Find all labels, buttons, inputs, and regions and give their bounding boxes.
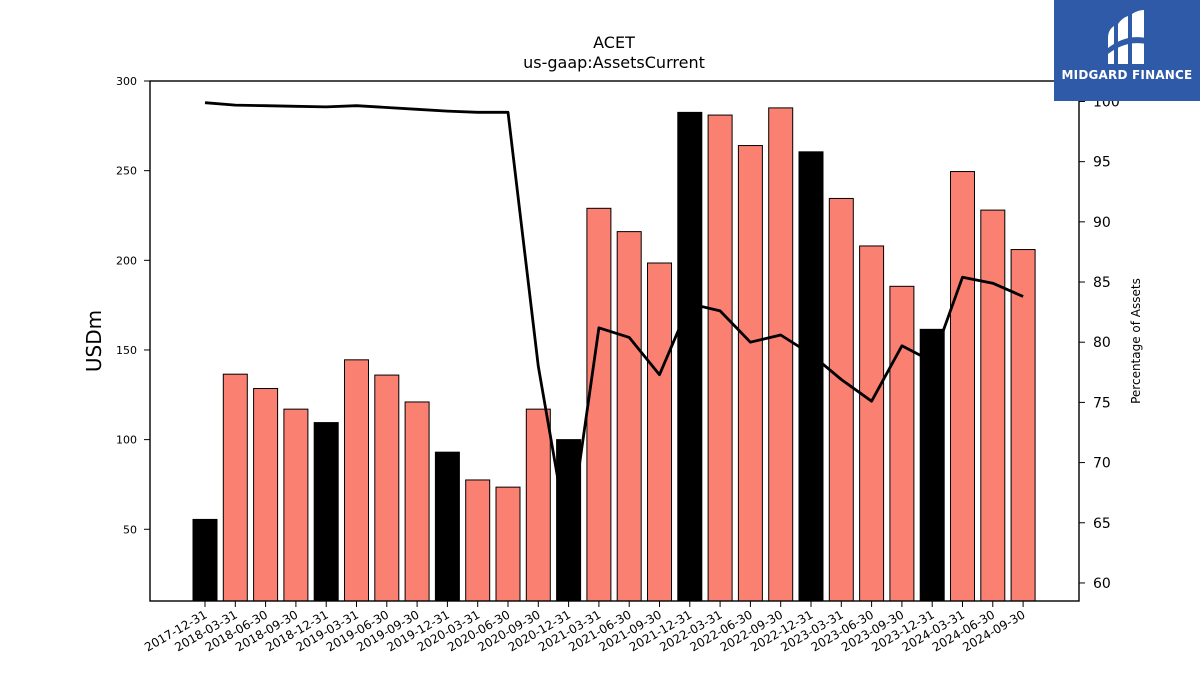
y-tick-label: 300 — [116, 75, 137, 88]
chart-title: ACET — [593, 33, 635, 52]
bar — [919, 328, 945, 602]
bar — [828, 197, 854, 602]
logo-text: MIDGARD FINANCE — [1061, 68, 1193, 82]
bar — [647, 262, 672, 602]
y2-tick-label: 60 — [1093, 576, 1111, 592]
midgard-finance-logo: MIDGARD FINANCE — [1054, 0, 1200, 101]
bar — [556, 439, 582, 602]
y-tick-label: 200 — [116, 254, 137, 267]
bar — [768, 107, 794, 602]
plot-frame — [149, 80, 1080, 602]
bar — [737, 145, 763, 602]
y2-tick-label: 75 — [1093, 395, 1111, 411]
y-tick-label: 150 — [116, 344, 137, 357]
bar — [859, 245, 885, 602]
chart-subtitle: us-gaap:AssetsCurrent — [523, 53, 705, 72]
y2-tick-label: 95 — [1093, 155, 1111, 171]
y2-tick-label: 90 — [1093, 215, 1111, 231]
bar — [253, 388, 279, 602]
bar — [344, 359, 369, 602]
bar — [222, 373, 248, 602]
y-axis-left: 50 100 150 200 250 300 — [116, 75, 150, 536]
y-tick-label: 250 — [116, 165, 137, 178]
midgard-logo-icon — [1108, 10, 1146, 64]
bar — [798, 151, 824, 602]
bar — [495, 486, 521, 602]
x-axis: 2017-12-312018-03-312018-06-302018-09-30… — [142, 601, 1028, 654]
bar — [313, 422, 339, 602]
bar — [980, 209, 1006, 602]
bar — [192, 518, 218, 602]
bar — [465, 479, 491, 602]
percentage-line — [204, 101, 1024, 543]
y2-tick-label: 70 — [1093, 456, 1111, 472]
bar — [707, 114, 733, 602]
bar — [616, 231, 642, 602]
bar — [404, 401, 430, 602]
bar — [1010, 249, 1036, 602]
y2-tick-label: 80 — [1093, 335, 1111, 351]
bars — [192, 107, 1036, 602]
bar — [889, 285, 915, 602]
y2-axis-label: Percentage of Assets — [1129, 278, 1143, 404]
bar — [434, 451, 460, 602]
bar — [525, 408, 551, 602]
bar — [950, 171, 975, 602]
bar — [586, 207, 612, 602]
y-axis-label: USDm — [82, 310, 106, 372]
bar — [283, 408, 309, 602]
bar — [374, 374, 400, 602]
y2-tick-label: 65 — [1093, 516, 1111, 532]
y2-tick-label: 85 — [1093, 275, 1111, 291]
y-tick-label: 50 — [123, 523, 137, 536]
y-tick-label: 100 — [116, 434, 137, 447]
bar — [677, 111, 703, 602]
